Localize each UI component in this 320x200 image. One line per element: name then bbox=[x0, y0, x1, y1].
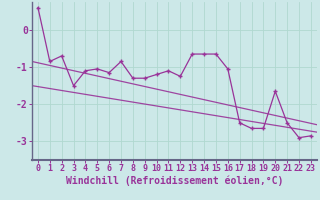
X-axis label: Windchill (Refroidissement éolien,°C): Windchill (Refroidissement éolien,°C) bbox=[66, 176, 283, 186]
